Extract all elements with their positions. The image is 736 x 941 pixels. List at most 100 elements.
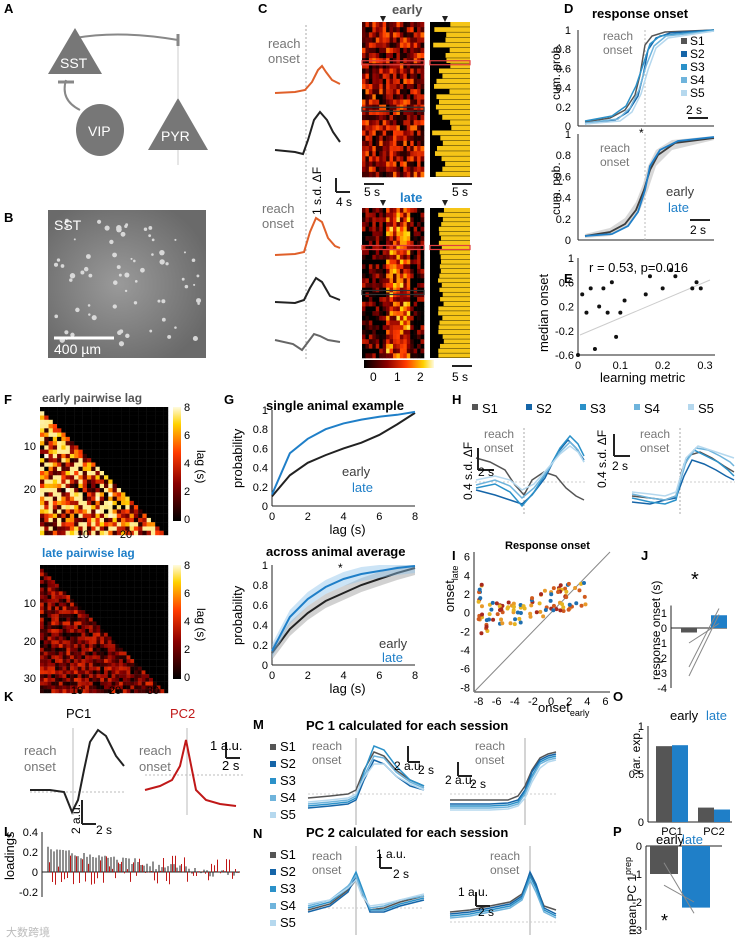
lag-cell [129, 415, 135, 420]
heat-cell [365, 329, 370, 335]
heat-cell [362, 268, 366, 274]
lag-cell [73, 565, 78, 569]
heat-cell [399, 329, 404, 335]
cell-body [70, 332, 75, 338]
lag-cell [40, 681, 44, 686]
lag-cell [96, 644, 101, 649]
c-scale-x: 4 s [336, 195, 352, 209]
lag-cell [58, 591, 63, 596]
heat-cell [375, 151, 380, 157]
h-scale-y-left: 0.4 s.d. ΔF [461, 442, 475, 500]
heat-cell [389, 222, 394, 228]
heat-cell [417, 63, 421, 69]
heat-cell [389, 130, 394, 136]
heat-cell [406, 42, 411, 49]
heat-cell [375, 84, 380, 90]
lag-cell [86, 488, 92, 493]
lag-cell [52, 522, 58, 527]
lag-cell [104, 479, 109, 484]
heat-cell [368, 120, 373, 126]
heat-cell [399, 268, 404, 274]
g-ytick: 0.4 [253, 620, 268, 632]
lag-cell [150, 492, 156, 497]
lag-cell [43, 681, 48, 686]
lag-cell [77, 591, 82, 596]
heat-cell [382, 343, 387, 349]
lag-cell [104, 492, 109, 497]
lag-cell [122, 677, 127, 682]
heat-cell [417, 32, 421, 38]
heat-cell [420, 73, 425, 80]
lag-cell [150, 500, 156, 506]
lag-cell [145, 632, 150, 637]
heat-cell [389, 329, 394, 335]
lag-cell [145, 580, 150, 585]
heat-cell [386, 32, 390, 38]
g-ytick: 1 [262, 560, 268, 572]
heat-cell [375, 320, 380, 326]
lag-cell [156, 565, 161, 569]
lag-cell [92, 587, 97, 592]
heat-cell [386, 212, 390, 218]
lag-cell [115, 617, 120, 622]
heat-cell [386, 311, 390, 317]
lag-cell [92, 651, 97, 656]
heat-cell [372, 156, 377, 162]
heat-cell [396, 47, 401, 54]
lag-cell [99, 492, 105, 497]
onset-point [487, 612, 492, 617]
lag-cell [61, 424, 66, 429]
heat-cell [413, 240, 418, 246]
lag-cell [104, 632, 108, 637]
lag-cell [159, 522, 164, 527]
heat-cell [413, 343, 418, 349]
lag-cell [111, 610, 116, 615]
lag-cell [155, 424, 160, 429]
heat-cell [410, 259, 414, 265]
lag-cell [65, 458, 71, 463]
lag-cell [152, 666, 157, 671]
lag-cell [129, 411, 135, 416]
lag-cell [57, 407, 62, 412]
lag-cell [78, 445, 83, 450]
lag-cell [69, 407, 75, 412]
heat-cell [389, 212, 394, 218]
raster-row [449, 47, 470, 53]
heat-cell [410, 250, 414, 256]
lag-cell [149, 685, 154, 690]
lag-cell [47, 681, 52, 686]
heat-cell [386, 115, 390, 121]
heat-cell [386, 99, 390, 105]
heat-cell [368, 135, 373, 142]
raster-row [434, 84, 470, 89]
legend-swatch [270, 795, 276, 801]
lag-cell [66, 591, 71, 596]
i-xtick: -6 [492, 696, 502, 708]
lag-cell [52, 462, 58, 467]
heat-cell [417, 329, 421, 335]
heat-cell [379, 151, 383, 157]
heat-cell [406, 63, 411, 69]
d-ytick: 0.2 [556, 214, 571, 226]
lag-cell [88, 681, 93, 686]
onset-point [537, 601, 542, 606]
lag-cell [104, 411, 109, 416]
heat-cell [386, 27, 390, 33]
lag-cell [130, 621, 135, 626]
lag-cell [40, 685, 44, 690]
heat-cell [393, 130, 397, 136]
heat-cell [410, 297, 414, 303]
heat-cell [396, 334, 401, 340]
heat-cell [420, 146, 425, 152]
heat-cell [362, 259, 366, 265]
lag-cell [81, 568, 86, 573]
onset-point [582, 594, 587, 599]
lag-cell [88, 617, 93, 622]
onset-point [479, 631, 484, 636]
lag-cell [55, 666, 60, 671]
raster-row [438, 278, 470, 283]
heat-cell [413, 264, 418, 270]
g-line-early [271, 567, 416, 654]
lag-cell [108, 462, 113, 467]
